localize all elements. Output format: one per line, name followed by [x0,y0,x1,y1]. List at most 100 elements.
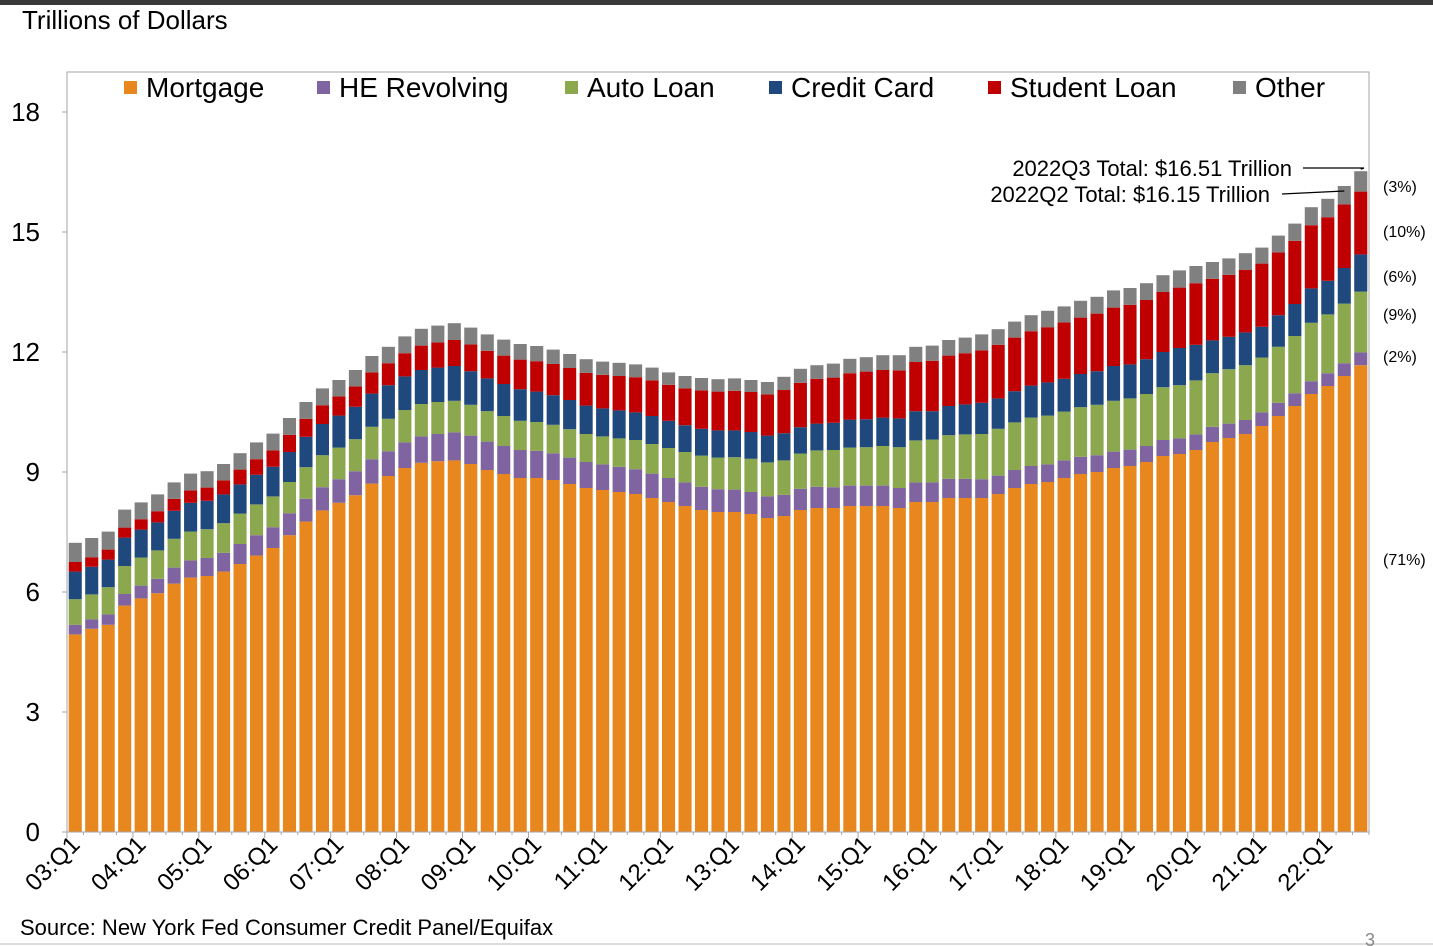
y-axis: 0 3 6 9 12 15 18 [11,97,67,847]
bar-mortgage [1156,456,1170,832]
bar-auto-loan [233,513,247,544]
bar-auto-loan [843,447,857,486]
bar-credit-card [530,391,544,422]
bar-student-loan [1057,322,1071,379]
bar-mortgage [629,494,643,832]
bar-student-loan [299,418,313,437]
share-label: (6%) [1383,269,1417,286]
bar-auto-loan [200,529,214,558]
bar-he-revolving [365,459,379,484]
bar-other [1304,207,1318,226]
bar-credit-card [1304,288,1318,323]
bar-he-revolving [1238,420,1252,434]
x-tick-label: 07:Q1 [284,831,349,896]
bar-other [480,334,494,351]
bar-mortgage [68,634,82,832]
bar-he-revolving [711,489,725,512]
bar-credit-card [398,376,412,410]
bar-he-revolving [1156,440,1170,456]
bar-mortgage [711,512,725,832]
bar-student-loan [744,392,758,432]
bar-student-loan [249,459,264,475]
bar-auto-loan [1139,394,1154,446]
y-tick-label: 18 [11,97,40,127]
bar-other [1321,198,1335,218]
bar-student-loan [315,405,329,424]
bar-he-revolving [332,479,346,503]
bar-credit-card [299,436,313,468]
legend-swatch-auto-loan [565,81,578,94]
bar-he-revolving [1057,460,1071,478]
bar-student-loan [876,370,890,418]
bar-credit-card [909,411,923,441]
bar-mortgage [200,576,214,832]
annotation-2022q2: 2022Q2 Total: $16.15 Trillion [990,182,1270,207]
bar-credit-card [134,529,148,558]
bar-auto-loan [447,400,461,433]
bar-student-loan [381,363,395,386]
bar-student-loan [365,372,379,394]
bar-other [513,344,527,360]
bar-other [414,328,428,346]
bar-mortgage [381,476,395,832]
bar-other [134,502,148,520]
bar-credit-card [975,402,989,434]
bar-auto-loan [1156,387,1170,440]
bar-mortgage [497,474,511,832]
bar-other [958,337,972,354]
bar-other [118,509,132,528]
bar-student-loan [101,549,115,560]
bar-other [1222,258,1236,275]
bar-credit-card [958,404,972,435]
bar-mortgage [975,498,989,832]
bar-mortgage [315,510,329,832]
bar-auto-loan [727,457,742,490]
bar-other [497,339,511,356]
x-tick-label: 04:Q1 [86,831,151,896]
bar-credit-card [348,406,362,440]
bar-student-loan [1139,300,1154,360]
bar-auto-loan [760,462,774,497]
bar-auto-loan [85,594,99,620]
bar-credit-card [151,522,165,551]
bar-other [892,355,906,371]
bar-student-loan [596,374,610,409]
bar-mortgage [1271,416,1285,832]
bar-mortgage [678,506,692,832]
bar-credit-card [233,484,247,514]
bar-credit-card [1255,326,1269,358]
bar-other [1255,247,1269,264]
bar-auto-loan [662,448,676,478]
bar-credit-card [1008,391,1022,423]
bar-credit-card [925,411,939,440]
bar-auto-loan [134,557,148,586]
bar-credit-card [546,395,560,425]
bar-auto-loan [480,411,494,442]
bar-mortgage [1238,434,1252,832]
bar-other [793,368,807,383]
bar-auto-loan [876,446,890,486]
bar-credit-card [991,398,1005,429]
bar-other [1123,288,1137,305]
bar-credit-card [826,422,840,450]
bar-student-loan [662,384,676,421]
bar-mortgage [843,506,857,832]
bar-he-revolving [909,482,923,502]
bar-other [859,357,873,372]
bar-he-revolving [1205,426,1219,442]
bar-student-loan [348,386,362,407]
bar-mortgage [530,478,544,832]
bar-student-loan [793,382,807,428]
chart-title: Trillions of Dollars [22,5,228,35]
bar-credit-card [184,502,198,532]
bar-mortgage [1288,406,1302,832]
bar-mortgage [233,564,247,832]
bar-mortgage [217,571,231,832]
bar-he-revolving [266,527,280,548]
x-tick-label: 09:Q1 [416,831,481,896]
bar-he-revolving [464,435,478,464]
bar-student-loan [134,519,148,530]
bar-credit-card [777,433,791,461]
bar-he-revolving [975,479,989,498]
bar-mortgage [777,516,791,832]
